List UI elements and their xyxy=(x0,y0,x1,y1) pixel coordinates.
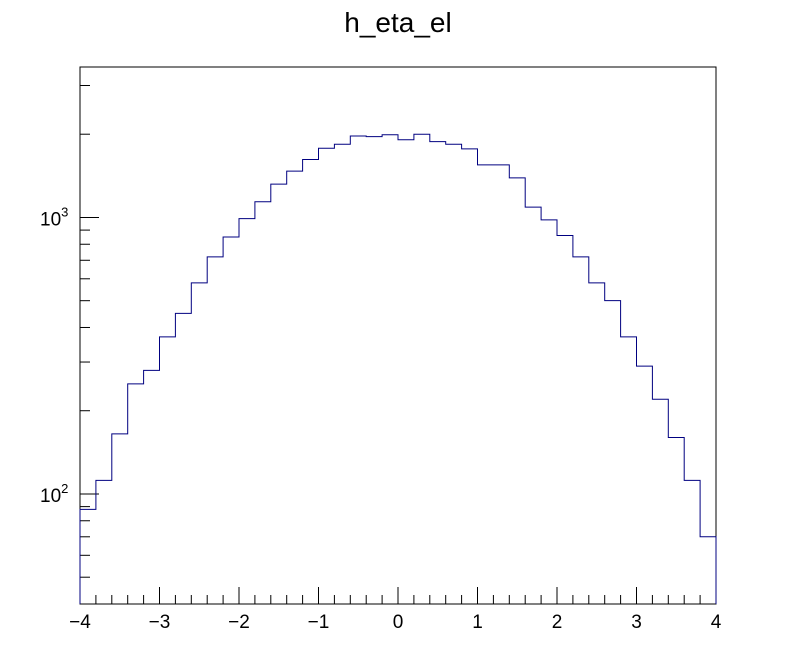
x-axis-ticks xyxy=(79,587,717,604)
x-tick-label: 2 xyxy=(552,612,563,633)
x-tick-label: −2 xyxy=(228,612,250,633)
y-axis-ticks xyxy=(80,85,99,605)
histogram-series-line xyxy=(79,133,717,604)
x-axis-tick-labels: −4 −3 −2 −1 0 1 2 3 4 xyxy=(69,612,722,633)
y-tick-label: 102 xyxy=(40,481,68,507)
x-tick-label: 1 xyxy=(472,612,483,633)
y-axis-tick-labels: 102 103 xyxy=(40,204,68,507)
x-tick-label: 0 xyxy=(393,612,404,633)
x-tick-label: −1 xyxy=(308,612,330,633)
x-tick-label: 3 xyxy=(631,612,642,633)
x-tick-label: 4 xyxy=(711,612,722,633)
y-tick-label: 103 xyxy=(40,204,68,230)
x-tick-label: −3 xyxy=(149,612,171,633)
chart-title: h_eta_el xyxy=(344,7,451,38)
x-tick-label: −4 xyxy=(69,612,91,633)
